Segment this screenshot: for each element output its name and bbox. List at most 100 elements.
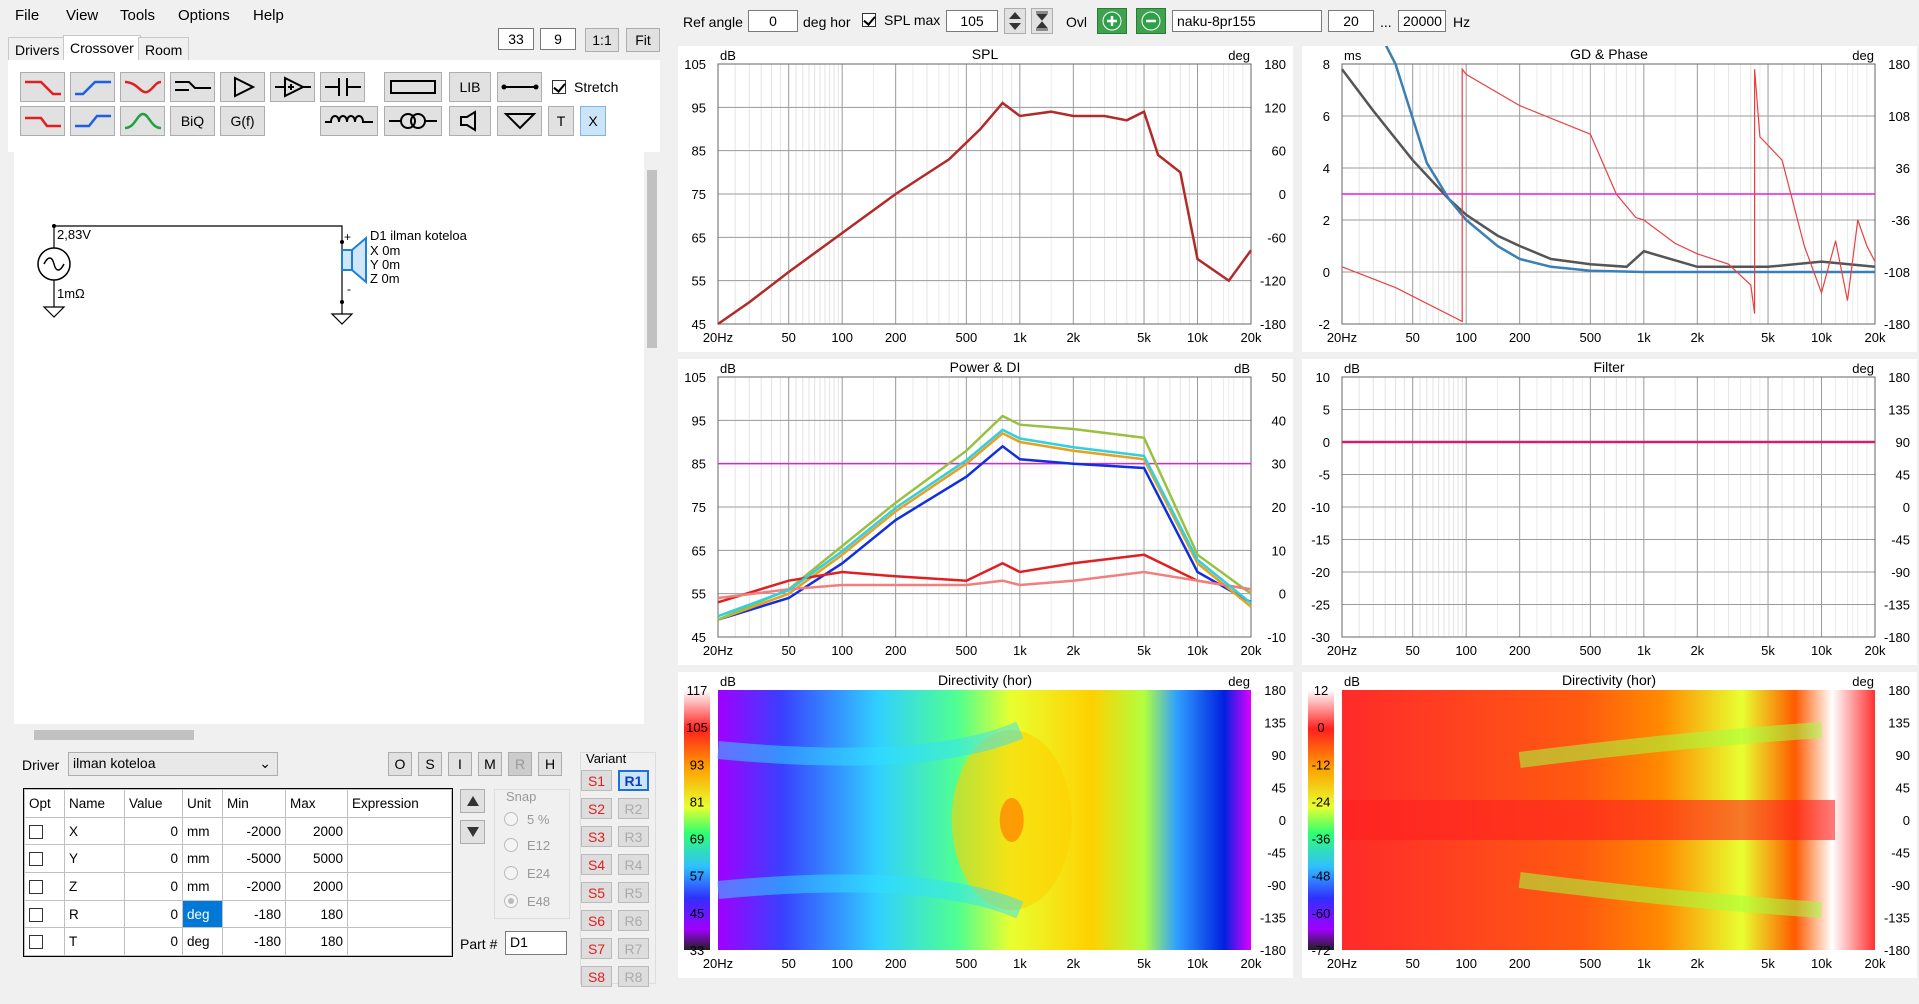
param-expression[interactable] [347, 899, 452, 929]
param-max[interactable]: 5000 [285, 844, 348, 874]
notch-red-icon[interactable] [120, 72, 165, 102]
param-min[interactable]: -180 [222, 899, 286, 929]
variant-r4-button[interactable]: R4 [618, 854, 649, 875]
library-button[interactable]: LIB [449, 72, 491, 102]
param-value[interactable]: 0 [124, 816, 183, 846]
highpass-shelf-icon[interactable] [70, 106, 115, 136]
menu-help[interactable]: Help [253, 7, 284, 24]
variant-s3-button[interactable]: S3 [581, 826, 612, 847]
variant-s7-button[interactable]: S7 [581, 938, 612, 959]
variant-r3-button[interactable]: R3 [618, 826, 649, 847]
param-value[interactable]: 0 [124, 927, 183, 957]
param-expression[interactable] [347, 927, 452, 957]
resistor-icon[interactable] [384, 72, 442, 102]
param-min[interactable]: -180 [222, 927, 286, 957]
add-overlay-icon[interactable] [1097, 8, 1127, 34]
driver-s-button[interactable]: S [418, 752, 442, 776]
grid-x-input[interactable]: 33 [498, 28, 534, 50]
spl-auto-icon[interactable] [1031, 8, 1053, 34]
driver-select[interactable]: ilman koteloa ⌄ [68, 752, 278, 776]
param-max[interactable]: 180 [285, 899, 348, 929]
snap-e24-radio[interactable] [504, 866, 518, 880]
menu-file[interactable]: File [15, 7, 40, 24]
schematic-canvas[interactable]: 2,83V 1mΩ + - D1 ilman koteloa X 0m Y 0m… [14, 152, 644, 724]
ground-icon[interactable] [497, 106, 542, 136]
table-row[interactable]: T 0 deg -180 180 [24, 927, 452, 957]
param-value[interactable]: 0 [124, 899, 183, 929]
param-min[interactable]: -2000 [222, 872, 286, 901]
table-row[interactable]: Z 0 mm -2000 2000 [24, 872, 452, 901]
horizontal-scrollbar-thumb[interactable] [34, 730, 194, 740]
wire-icon[interactable] [497, 72, 542, 102]
variant-r5-button[interactable]: R5 [618, 882, 649, 903]
variant-s8-button[interactable]: S8 [581, 966, 612, 987]
variant-s1-button[interactable]: S1 [581, 770, 612, 791]
param-unit[interactable]: mm [182, 844, 223, 874]
directivity-chart[interactable]: Directivity (hor) dB deg 117 105 93 81 69 57 45 33… [678, 672, 1293, 978]
directivity-normalized-chart[interactable]: Directivity (hor) dB deg 12 0 -12 -24 -36 -48 -60… [1302, 672, 1917, 978]
vertical-scrollbar[interactable] [644, 152, 660, 724]
lowpass-shelf-icon[interactable] [20, 106, 65, 136]
tab-room[interactable]: Room [138, 37, 190, 62]
table-row[interactable]: R 0 deg -180 180 [24, 899, 452, 929]
driver-o-button[interactable]: O [388, 752, 412, 776]
lowpass-red-icon[interactable] [20, 72, 65, 102]
param-max[interactable]: 180 [285, 927, 348, 957]
variant-r7-button[interactable]: R7 [618, 938, 649, 959]
zoom-1-1-button[interactable]: 1:1 [585, 28, 619, 52]
param-min[interactable]: -2000 [222, 816, 286, 846]
menu-view[interactable]: View [66, 7, 99, 24]
param-max[interactable]: 2000 [285, 872, 348, 901]
remove-overlay-icon[interactable] [1136, 8, 1166, 34]
menu-options[interactable]: Options [178, 7, 230, 24]
param-value[interactable]: 0 [124, 872, 183, 901]
opt-checkbox[interactable] [29, 879, 43, 894]
spl-chart[interactable]: SPL dB deg 105 95 85 75 65 55 45 180 120 60 0 -60 -120 -… [678, 46, 1293, 352]
driver-r-button[interactable]: R [508, 752, 532, 776]
variant-s4-button[interactable]: S4 [581, 854, 612, 875]
variant-r8-button[interactable]: R8 [618, 966, 649, 987]
table-row[interactable]: X 0 mm -2000 2000 [24, 816, 452, 846]
tab-drivers[interactable]: Drivers [8, 37, 67, 62]
buffer-icon[interactable] [270, 72, 315, 102]
param-unit[interactable]: mm [182, 816, 223, 846]
speaker-icon[interactable] [449, 106, 491, 136]
param-expression[interactable] [347, 872, 452, 901]
variant-s5-button[interactable]: S5 [581, 882, 612, 903]
allpass-icon[interactable] [170, 72, 215, 102]
freq-high-input[interactable]: 20000 [1398, 10, 1446, 32]
opt-checkbox[interactable] [29, 852, 43, 867]
spl-spin-icon[interactable] [1004, 8, 1026, 34]
variant-r1-button[interactable]: R1 [618, 770, 649, 791]
param-unit[interactable]: deg [182, 927, 223, 957]
table-row[interactable]: Y 0 mm -5000 5000 [24, 844, 452, 874]
vertical-scrollbar-thumb[interactable] [647, 170, 657, 348]
part-input[interactable]: D1 [505, 931, 567, 955]
overlay-file-input[interactable]: naku-8pr155 [1172, 10, 1322, 32]
param-expression[interactable] [347, 844, 452, 874]
snap-5pct-radio[interactable] [504, 812, 518, 826]
tab-crossover[interactable]: Crossover [63, 35, 141, 60]
opt-checkbox[interactable] [29, 824, 43, 839]
spl-max-checkbox[interactable] [862, 13, 876, 27]
fit-button[interactable]: Fit [626, 28, 660, 52]
highpass-blue-icon[interactable] [70, 72, 115, 102]
driver-h-button[interactable]: H [538, 752, 562, 776]
grid-y-input[interactable]: 9 [540, 28, 576, 50]
freq-low-input[interactable]: 20 [1328, 10, 1374, 32]
move-up-button[interactable] [460, 789, 485, 813]
horizontal-scrollbar[interactable] [14, 727, 644, 743]
param-expression[interactable] [347, 816, 452, 846]
text-tool-button[interactable]: T [548, 106, 574, 136]
gd-phase-chart[interactable]: GD & Phase ms deg 8 6 4 2 0 -2 180 108 36 -36 -108 -18… [1302, 0, 1917, 352]
filter-chart[interactable]: Filter dB deg 10 5 0 -5 -10 -15 -20 -25 -30 180 135 90… [1302, 359, 1917, 665]
inductor-icon[interactable] [320, 106, 378, 136]
transfer-function-button[interactable]: G(f) [220, 106, 265, 136]
snap-e48-radio[interactable] [504, 894, 518, 908]
power-di-chart[interactable]: Power & DI dB dB 105 95 85 75 65 55 45 50 40 30 20 10 0… [678, 359, 1293, 665]
param-max[interactable]: 2000 [285, 816, 348, 846]
move-down-button[interactable] [460, 820, 485, 844]
param-value[interactable]: 0 [124, 844, 183, 874]
transformer-icon[interactable] [384, 106, 442, 136]
driver-m-button[interactable]: M [478, 752, 502, 776]
